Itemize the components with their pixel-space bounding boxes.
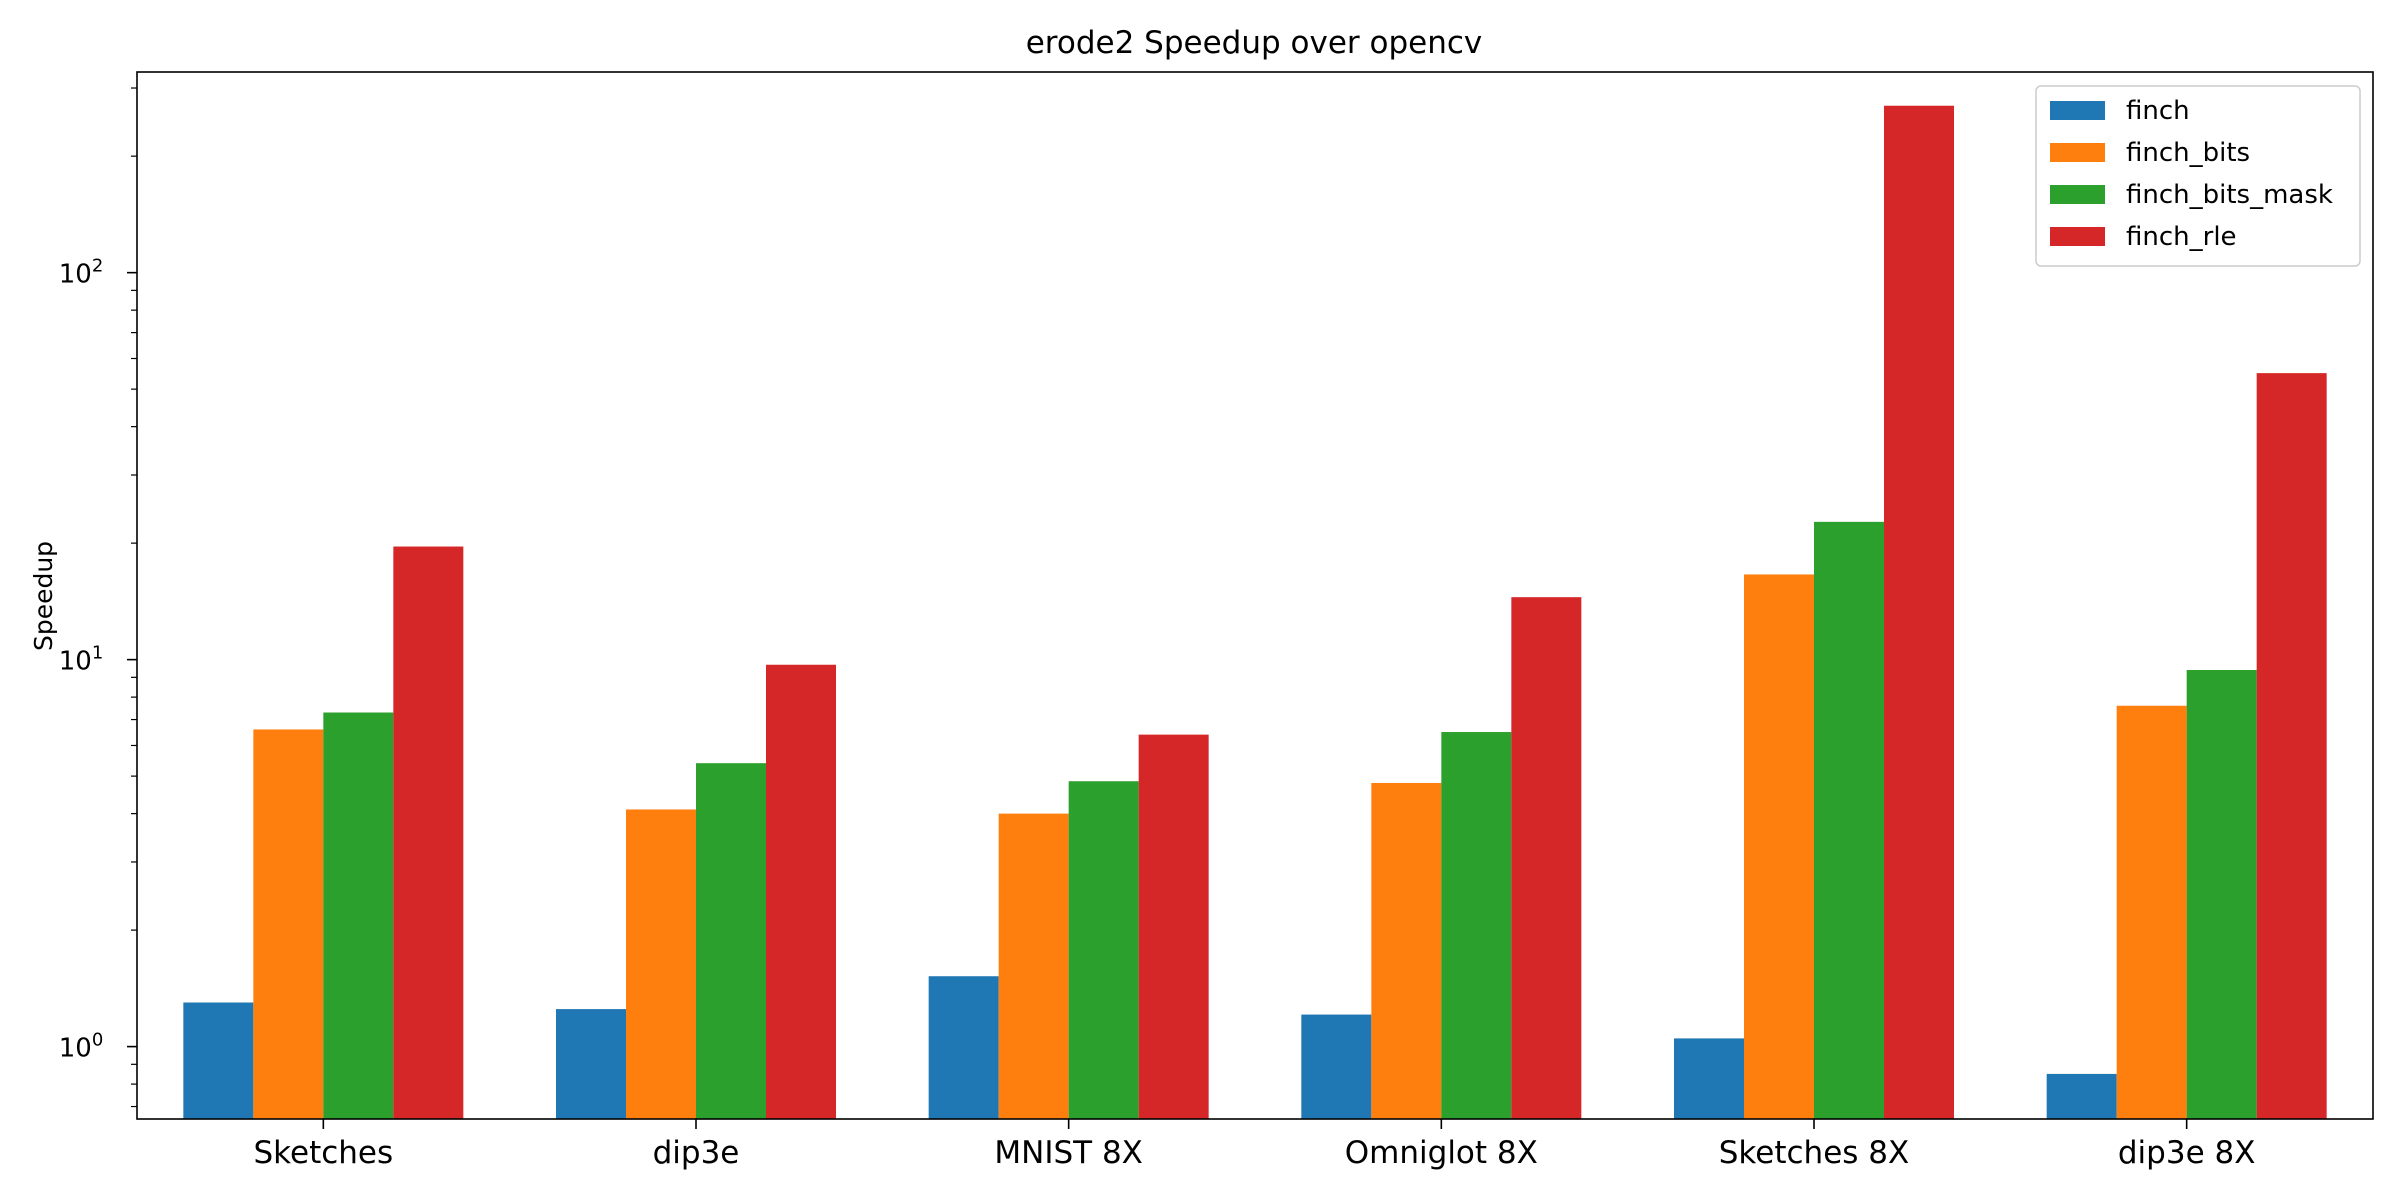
bar-finch-4 <box>1674 1038 1744 1119</box>
bar-finch-rle-2 <box>1138 734 1209 1119</box>
bar-finch-rle-1 <box>766 664 836 1119</box>
bar-finch-rle-5 <box>2256 373 2327 1120</box>
plot-frame <box>136 71 2374 1120</box>
y-tick-exponent: 0 <box>92 1030 103 1051</box>
y-tick-label: 101 <box>59 643 104 677</box>
bar-finch-1 <box>556 1009 626 1119</box>
bar-finch-bits-mask-0 <box>323 712 394 1119</box>
legend: finch finch_bits finch_bits_mask finch_rle <box>2035 85 2361 267</box>
bar-finch-bits-5 <box>2116 705 2187 1119</box>
y-tick-label: 100 <box>59 1030 104 1064</box>
x-tick-label: Omniglot 8X <box>1345 1135 1538 1171</box>
bar-finch-rle-3 <box>1511 597 1582 1119</box>
y-tick-base: 10 <box>59 260 92 290</box>
y-tick-exponent: 1 <box>92 643 103 664</box>
legend-swatch-finch-bits <box>2050 143 2105 162</box>
x-tick-label: dip3e 8X <box>2118 1135 2256 1171</box>
y-tick-base: 10 <box>59 1034 92 1064</box>
bar-finch-2 <box>928 976 999 1119</box>
y-tick-base: 10 <box>59 647 92 677</box>
x-tick-label: Sketches <box>253 1135 393 1171</box>
x-tick-label: MNIST 8X <box>994 1135 1143 1171</box>
x-axis: Sketches dip3e MNIST 8X Omniglot 8X Sketches… <box>253 1119 2255 1171</box>
legend-label: finch <box>2126 96 2190 126</box>
y-axis-label: Speedup <box>29 541 58 651</box>
bar-finch-bits-mask-1 <box>696 763 766 1119</box>
chart-title: erode2 Speedup over opencv <box>1026 25 1483 61</box>
y-tick-exponent: 2 <box>92 256 103 277</box>
legend-label: finch_bits_mask <box>2126 180 2333 210</box>
bar-finch-5 <box>2046 1073 2117 1119</box>
bar-finch-3 <box>1301 1014 1372 1119</box>
legend-swatch-finch-bits-mask <box>2050 185 2105 204</box>
legend-box <box>2035 85 2361 267</box>
bar-finch-bits-mask-3 <box>1441 732 1512 1119</box>
bar-finch-rle-4 <box>1884 105 1954 1119</box>
bar-finch-bits-mask-2 <box>1068 781 1139 1119</box>
bar-finch-bits-2 <box>998 813 1069 1119</box>
bar-finch-bits-mask-5 <box>2186 670 2257 1119</box>
bar-finch-bits-mask-4 <box>1814 521 1884 1119</box>
plot-area <box>183 105 2327 1120</box>
bar-finch-bits-3 <box>1371 782 1442 1119</box>
x-tick-label: Sketches 8X <box>1719 1135 1909 1171</box>
legend-label: finch_bits <box>2126 138 2250 168</box>
legend-swatch-finch-rle <box>2050 227 2105 246</box>
y-tick-label: 102 <box>59 256 104 290</box>
legend-swatch-finch <box>2050 101 2105 120</box>
bar-finch-bits-4 <box>1744 574 1814 1119</box>
legend-label: finch_rle <box>2126 222 2237 252</box>
bar-finch-0 <box>183 1002 254 1119</box>
bar-finch-bits-0 <box>253 729 324 1119</box>
bar-finch-bits-1 <box>626 809 696 1119</box>
bar-finch-rle-0 <box>393 546 464 1119</box>
x-tick-label: dip3e <box>653 1135 740 1171</box>
